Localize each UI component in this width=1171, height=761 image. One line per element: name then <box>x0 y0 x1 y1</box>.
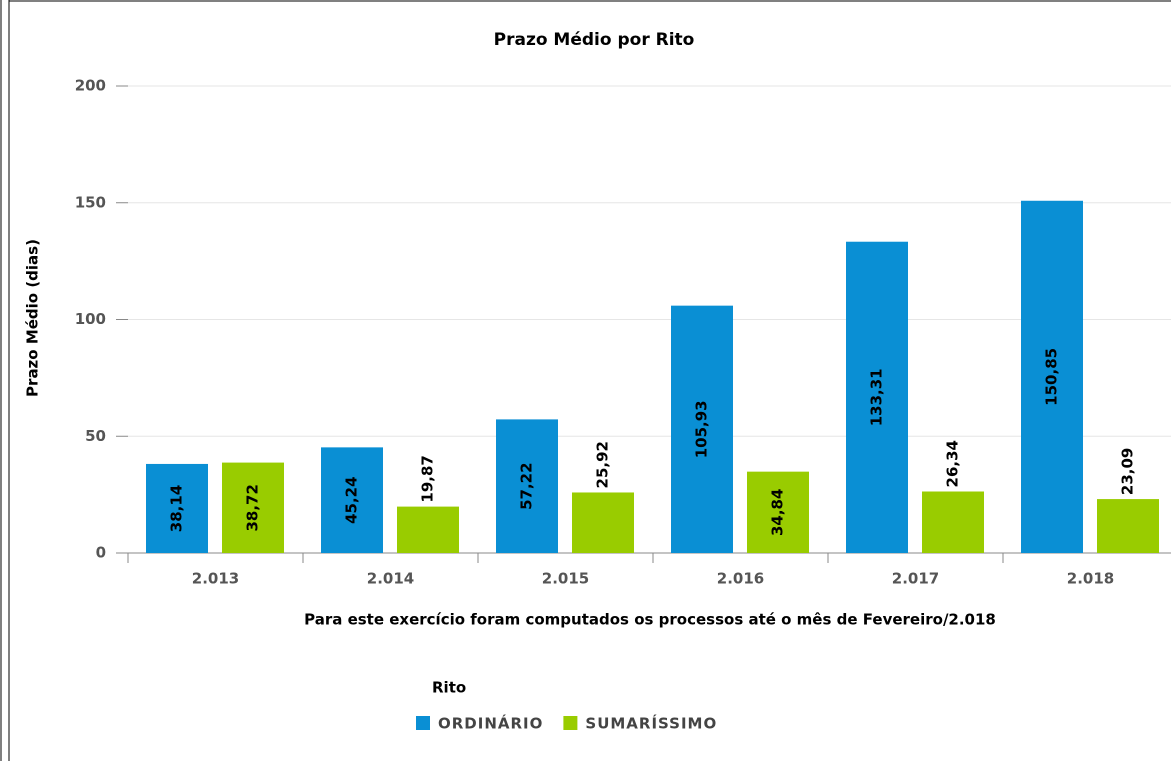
y-tick-label: 100 <box>75 310 106 328</box>
data-label: 105,93 <box>693 400 711 458</box>
y-tick-label: 200 <box>75 77 106 95</box>
x-tick-label: 2.016 <box>717 570 764 588</box>
bar <box>146 463 208 553</box>
bar <box>846 241 908 554</box>
x-tick-label: 2.017 <box>892 570 939 588</box>
x-axis-title: Para este exercício foram computados os … <box>304 611 996 629</box>
legend-label: ORDINÁRIO <box>438 714 543 733</box>
y-axis-title: Prazo Médio (dias) <box>24 239 42 397</box>
data-label: 25,92 <box>594 441 612 488</box>
x-tick-label: 2.014 <box>367 570 414 588</box>
y-tick-label: 150 <box>75 193 106 211</box>
bar <box>397 506 459 553</box>
data-label: 45,24 <box>343 476 361 523</box>
legend-title: Rito <box>432 679 466 697</box>
data-label: 34,84 <box>769 489 787 536</box>
bar <box>747 471 809 553</box>
bar <box>572 492 634 553</box>
bar <box>671 305 733 553</box>
legend-swatch <box>563 716 578 730</box>
x-tick-label: 2.018 <box>1067 570 1114 588</box>
bar <box>496 419 558 553</box>
data-label: 57,22 <box>518 462 536 509</box>
data-label: 38,72 <box>244 484 262 531</box>
bar <box>1021 200 1083 553</box>
data-label: 26,34 <box>944 440 962 487</box>
data-label: 133,31 <box>868 368 886 426</box>
chart-title: Prazo Médio por Rito <box>494 30 695 50</box>
bar <box>1097 499 1159 553</box>
bar <box>222 462 284 553</box>
x-tick-label: 2.015 <box>542 570 589 588</box>
bar <box>922 491 984 553</box>
legend-swatch <box>416 716 430 730</box>
legend-label: SUMARÍSSIMO <box>585 714 717 733</box>
x-tick-label: 2.013 <box>192 570 239 588</box>
data-label: 23,09 <box>1119 448 1137 495</box>
y-tick-label: 50 <box>85 427 106 445</box>
data-label: 38,14 <box>168 485 186 532</box>
data-label: 19,87 <box>419 455 437 502</box>
y-tick-label: 0 <box>96 544 106 562</box>
bar <box>321 447 383 553</box>
data-label: 150,85 <box>1043 348 1061 406</box>
